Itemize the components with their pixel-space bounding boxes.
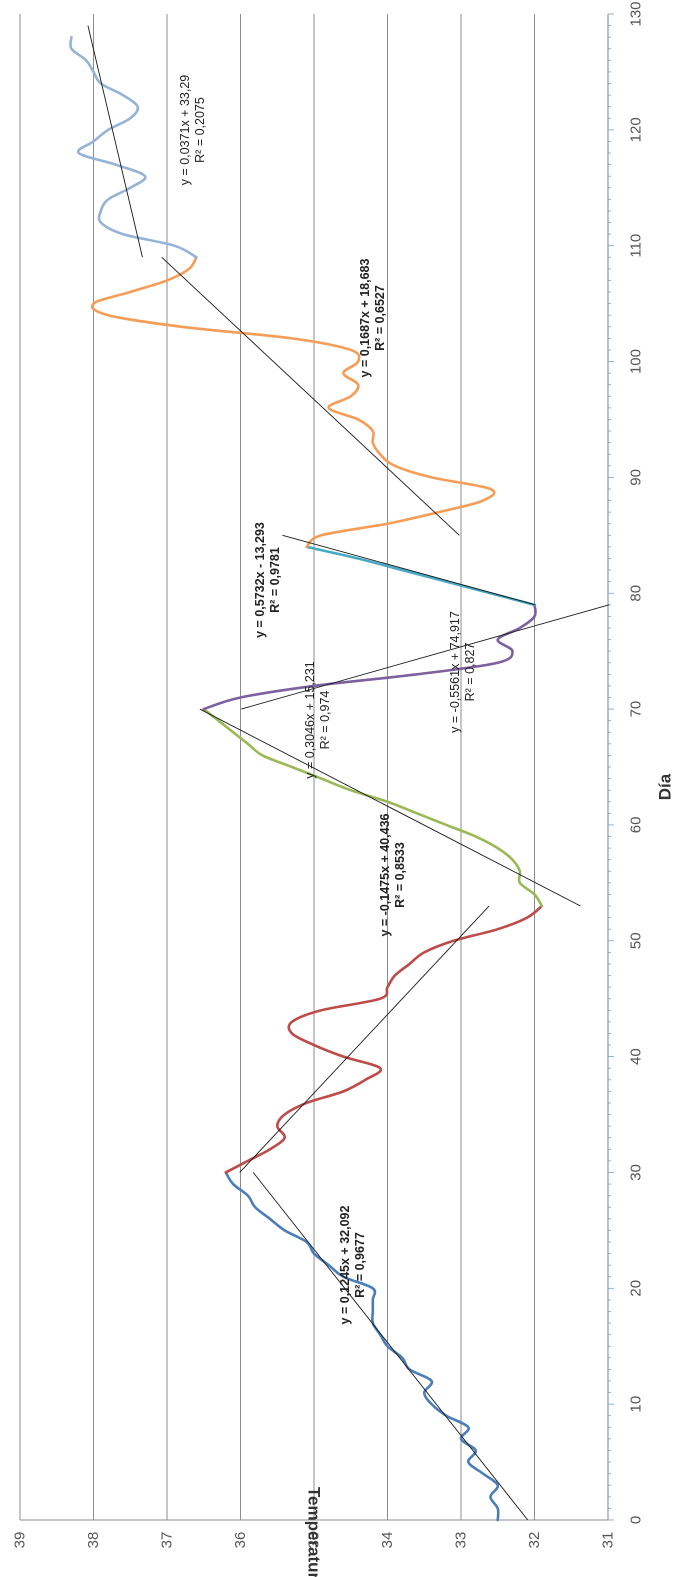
trendline-r2: R² = 0,974	[318, 691, 332, 750]
series-line-5	[305, 545, 536, 607]
series-line-2	[224, 904, 544, 1174]
trendline-labels: y = 0,1245x + 32,092 R² = 0,9677 y = -0,14…	[178, 75, 477, 1325]
x-tick-label: 60	[628, 817, 645, 834]
series-line-1	[224, 1171, 500, 1522]
y-tick-label: 39	[12, 1532, 29, 1549]
trendline-label-2: y = -0,1475x + 40,436 R² = 0,8533	[378, 813, 407, 936]
trendline-1	[252, 1172, 529, 1521]
trendline-equation: y = 0,0371x + 33,29	[178, 75, 192, 186]
trendline-7	[87, 25, 143, 258]
x-tick-label: 80	[628, 585, 645, 602]
y-tick-labels: 31 32 33 34 35 36 37 38 39	[12, 1532, 617, 1549]
trendline-equation: y = 0,1245x + 32,092	[338, 1206, 352, 1325]
trendline-6	[161, 256, 460, 536]
y-tick-label: 37	[159, 1532, 176, 1549]
trendline-r2: R² = 0,9781	[268, 547, 282, 613]
trendline-r2: R² = 0,827	[463, 643, 477, 702]
trendline-label-4: y = -0,5561x + 74,917 R² = 0,827	[448, 611, 477, 733]
trendlines-group	[87, 25, 610, 1521]
trendline-equation: y = -0,5561x + 74,917	[448, 611, 462, 733]
gridlines	[19, 14, 535, 1520]
y-tick-label: 31	[600, 1532, 617, 1549]
trendline-label-7: y = 0,0371x + 33,29 R² = 0,2075	[178, 75, 207, 186]
x-tick-label: 50	[628, 932, 645, 949]
trendline-label-5: y = 0,5732x - 13,293 R² = 0,9781	[253, 522, 282, 638]
trendline-r2: R² = 0,2075	[193, 97, 207, 163]
x-axis-minor-ticks	[608, 13, 614, 1521]
x-tick-label: 90	[628, 469, 645, 486]
series-line-3	[202, 707, 544, 908]
trendline-r2: R² = 0,8533	[393, 842, 407, 908]
x-tick-label: 20	[628, 1280, 645, 1297]
trendline-r2: R² = 0,9677	[353, 1232, 367, 1298]
trendline-r2: R² = 0,6527	[373, 285, 387, 351]
x-tick-label: 130	[628, 1, 645, 26]
x-tick-label: 120	[628, 117, 645, 142]
y-tick-label: 32	[526, 1532, 543, 1549]
trendline-3	[199, 708, 581, 907]
x-tick-label: 110	[628, 234, 645, 258]
x-tick-labels: 0 10 20 30 40 50 60 70 80 90 100 110 120 130	[628, 1, 645, 1524]
series-line-4	[202, 603, 537, 711]
y-tick-label: 38	[85, 1532, 102, 1549]
trendline-equation: y = -0,1475x + 40,436	[378, 813, 392, 936]
x-tick-label: 10	[628, 1396, 645, 1413]
y-tick-label: 34	[379, 1532, 396, 1549]
trendline-equation: y = 0,1687x + 18,683	[358, 259, 372, 378]
x-tick-label: 70	[628, 701, 645, 718]
trendline-2	[239, 905, 490, 1173]
x-axis-title: Día	[656, 773, 675, 800]
y-tick-label: 36	[232, 1532, 249, 1549]
trendline-label-6: y = 0,1687x + 18,683 R² = 0,6527	[358, 259, 387, 378]
x-tick-label: 100	[628, 349, 645, 374]
trendline-5	[282, 534, 536, 606]
x-tick-label: 30	[628, 1164, 645, 1181]
trendline-label-1: y = 0,1245x + 32,092 R² = 0,9677	[338, 1206, 367, 1325]
trendline-label-3: y = 0,3046x + 15,231 R² = 0,974	[303, 661, 332, 779]
trendline-equation: y = 0,3046x + 15,231	[303, 661, 317, 779]
series-line-6	[90, 255, 496, 549]
x-tick-label: 40	[628, 1048, 645, 1065]
x-tick-label: 0	[628, 1516, 645, 1524]
trendline-equation: y = 0,5732x - 13,293	[253, 522, 267, 638]
y-axis-title: Temperatura (ºC)	[305, 1487, 324, 1577]
y-tick-label: 33	[453, 1532, 470, 1549]
series-group	[69, 35, 544, 1522]
y-tick-label: 35	[306, 1532, 323, 1549]
trendline-4	[241, 604, 610, 710]
series-line-7	[69, 35, 198, 259]
